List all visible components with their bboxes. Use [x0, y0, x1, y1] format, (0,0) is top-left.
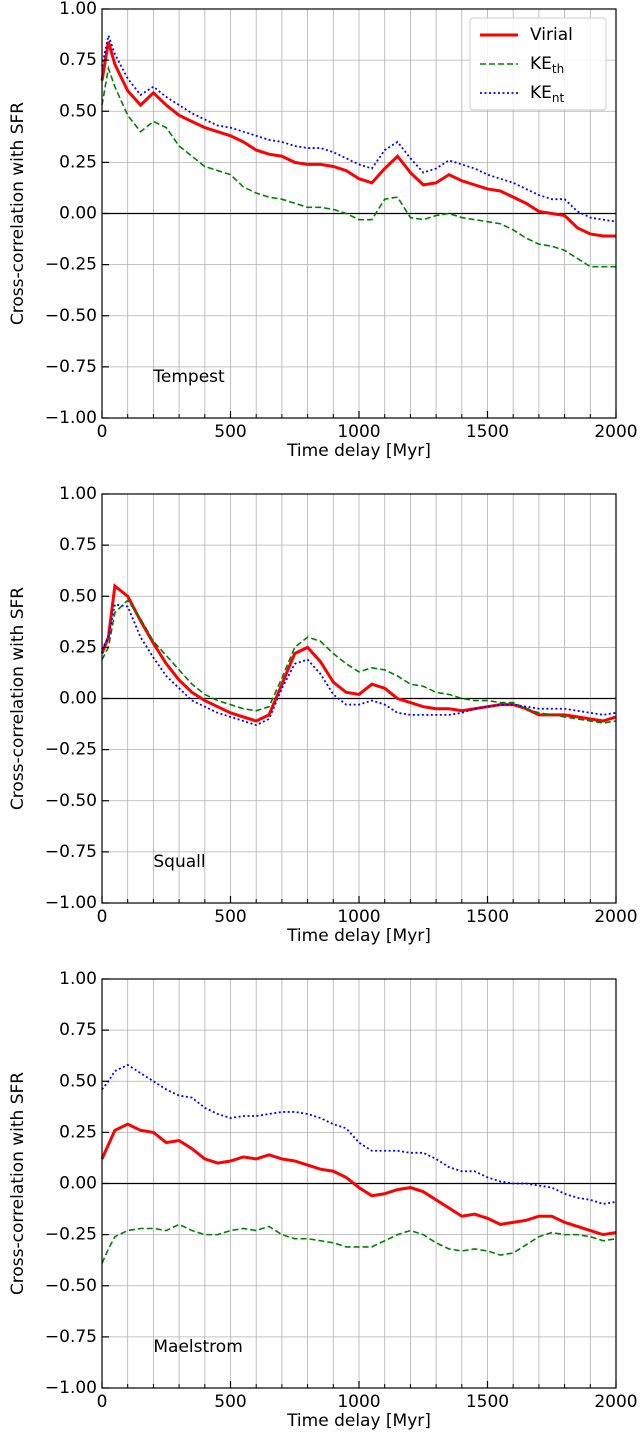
x-tick-label: 0: [97, 422, 108, 442]
y-tick-label: −0.50: [45, 306, 97, 326]
y-tick-label: −0.25: [45, 255, 97, 275]
y-tick-label: 0.75: [59, 50, 97, 70]
legend-label: Virial: [530, 25, 573, 45]
y-axis-label: Cross-correlation with SFR: [8, 1072, 28, 1295]
x-axis-label: Time delay [Myr]: [286, 926, 431, 946]
y-tick-label: −0.50: [45, 791, 97, 811]
y-tick-label: −0.75: [45, 842, 97, 862]
x-tick-label: 1000: [337, 907, 380, 927]
x-axis-label: Time delay [Myr]: [286, 441, 431, 461]
legend-name: KE: [530, 54, 552, 74]
x-tick-label: 500: [214, 1392, 246, 1412]
y-tick-label: 0.25: [59, 637, 97, 657]
x-tick-label: 500: [214, 907, 246, 927]
y-tick-label: 0.75: [59, 535, 97, 555]
x-tick-label: 2000: [594, 1392, 637, 1412]
y-tick-label: −0.75: [45, 357, 97, 377]
legend-box: [469, 17, 607, 111]
y-tick-label: −1.00: [45, 893, 97, 913]
y-tick-label: 1.00: [59, 484, 97, 504]
y-tick-label: 0.50: [59, 1071, 97, 1091]
annotation: Squall: [153, 852, 205, 872]
data-line: [101, 65, 616, 268]
x-tick-label: 1500: [466, 422, 509, 442]
data-line: [101, 603, 617, 727]
y-tick-label: 0.25: [59, 1122, 97, 1142]
x-tick-label: 2000: [594, 422, 637, 442]
legend-name: Virial: [530, 25, 573, 45]
legend-subscript: th: [552, 62, 564, 76]
y-tick-label: 0.00: [59, 204, 97, 224]
y-tick-label: 0.00: [59, 689, 97, 709]
y-axis-label: Cross-correlation with SFR: [8, 587, 28, 810]
x-tick-label: 0: [97, 1392, 108, 1412]
x-tick-label: 1500: [466, 907, 509, 927]
y-tick-label: −0.25: [45, 1225, 97, 1245]
x-tick-label: 1500: [466, 1392, 509, 1412]
y-tick-label: 0.75: [59, 1020, 97, 1040]
annotation: Tempest: [152, 367, 225, 387]
x-tick-label: 1000: [337, 422, 380, 442]
legend-label: KEnt: [530, 83, 564, 105]
y-tick-label: −0.25: [45, 740, 97, 760]
legend-subscript: nt: [552, 91, 565, 105]
y-tick-label: −0.50: [45, 1276, 97, 1296]
data-line: [100, 1122, 617, 1237]
y-tick-label: 1.00: [59, 969, 97, 989]
y-tick-label: 1.00: [59, 0, 97, 19]
y-tick-label: 0.00: [59, 1174, 97, 1194]
x-tick-label: 0: [97, 907, 108, 927]
x-tick-label: 500: [214, 422, 246, 442]
y-tick-label: 0.25: [59, 152, 97, 172]
y-tick-label: 0.50: [59, 101, 97, 121]
data-line: [100, 41, 616, 238]
data-line: [101, 1223, 617, 1264]
y-tick-label: 0.50: [59, 586, 97, 606]
data-line: [101, 599, 617, 724]
y-tick-label: −1.00: [45, 408, 97, 428]
legend-label: KEth: [530, 54, 564, 76]
annotation: Maelstrom: [153, 1337, 242, 1357]
y-axis-label: Cross-correlation with SFR: [8, 102, 28, 325]
y-tick-label: −0.75: [45, 1327, 97, 1347]
x-tick-label: 2000: [594, 907, 637, 927]
legend-name: KE: [530, 83, 552, 103]
y-tick-label: −1.00: [45, 1378, 97, 1398]
x-tick-label: 1000: [337, 1392, 380, 1412]
x-axis-label: Time delay [Myr]: [286, 1411, 431, 1431]
